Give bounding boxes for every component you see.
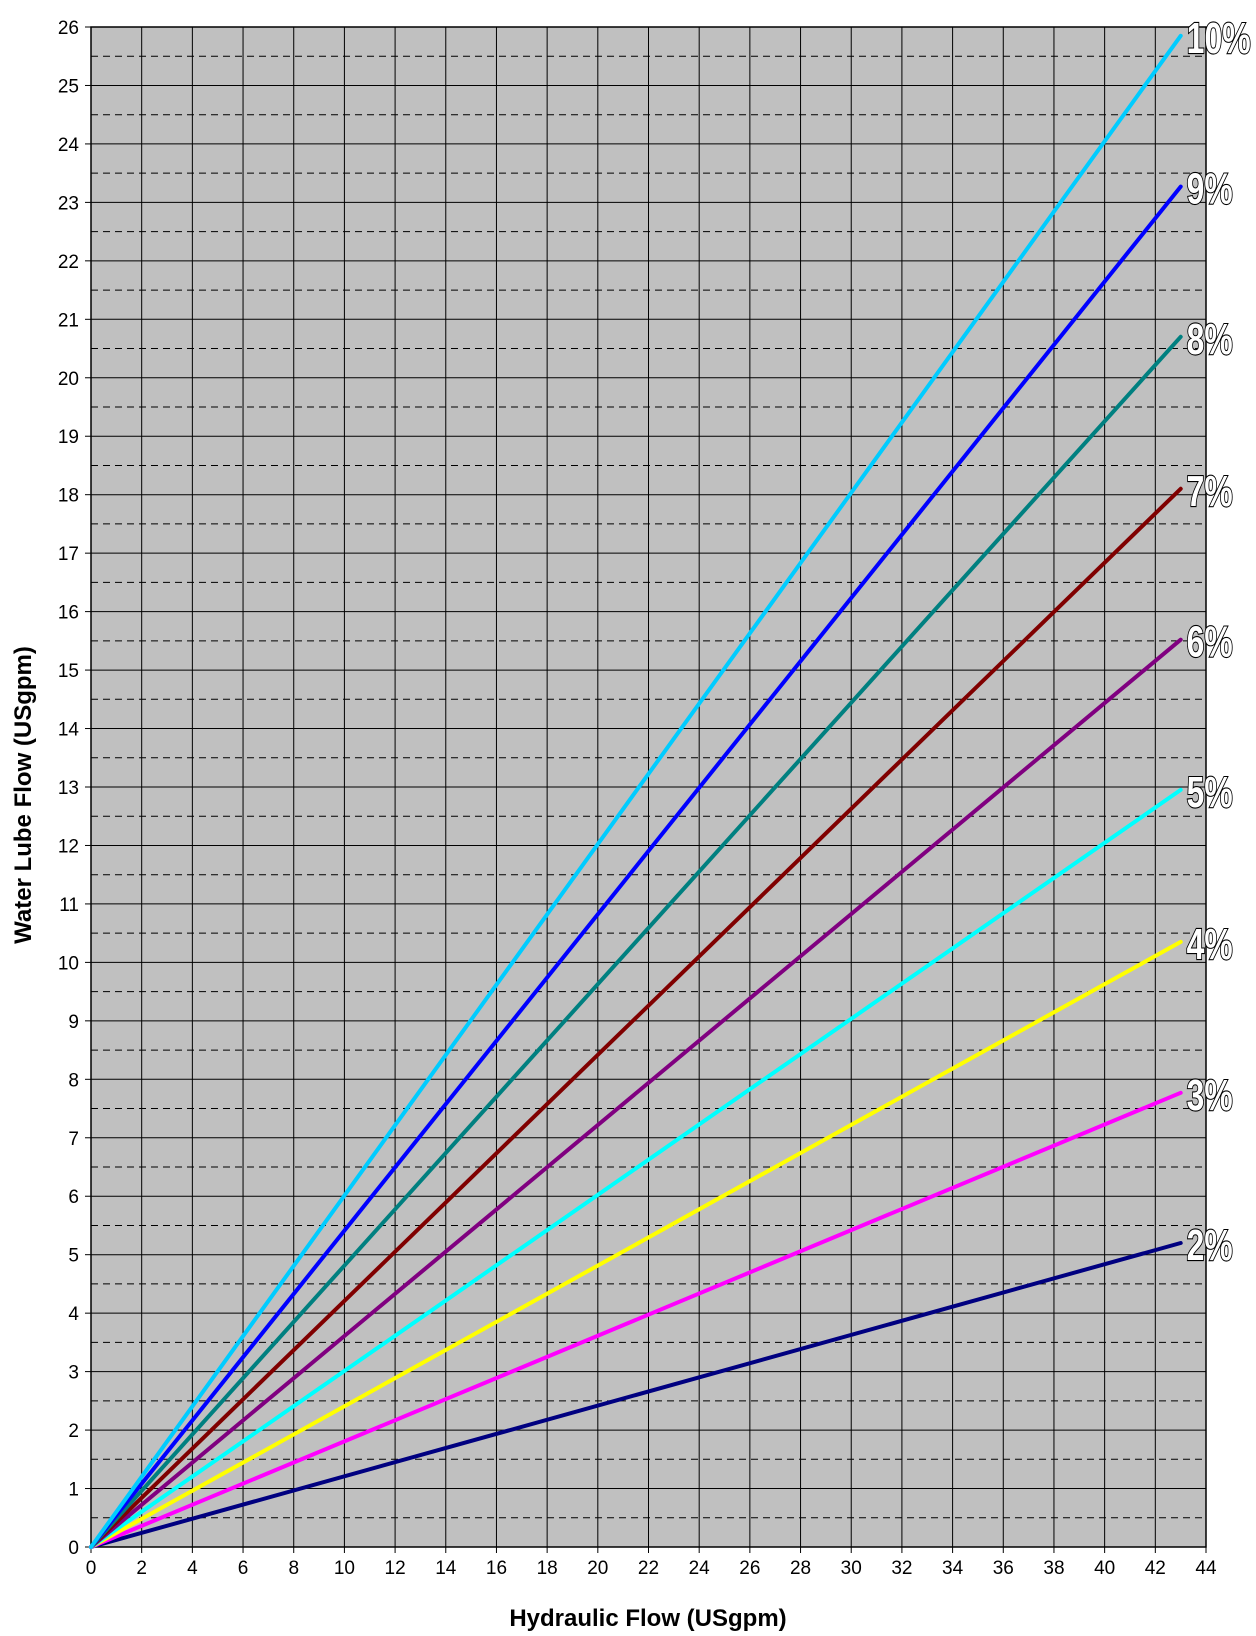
y-tick-label: 23	[58, 193, 79, 214]
x-tick-label: 2	[136, 1558, 147, 1579]
series-line	[89, 334, 1183, 1549]
y-tick-label: 13	[58, 778, 79, 799]
x-tick-label: 30	[841, 1558, 862, 1579]
series-lines	[89, 33, 1183, 1549]
grid	[90, 26, 1207, 1548]
series-label: 8%	[1187, 315, 1233, 364]
y-tick-label: 1	[68, 1480, 79, 1501]
y-tick-label: 21	[58, 310, 79, 331]
series-line	[89, 637, 1183, 1549]
series-label: 4%	[1187, 920, 1233, 969]
y-tick-label: 0	[68, 1538, 79, 1559]
x-tick-label: 10	[334, 1558, 355, 1579]
series-line	[89, 33, 1183, 1549]
y-tick-label: 12	[58, 836, 79, 857]
x-tick-label: 6	[238, 1558, 249, 1579]
x-tick-label: 4	[187, 1558, 198, 1579]
y-tick-label: 5	[68, 1246, 79, 1267]
y-tick-label: 18	[58, 486, 79, 507]
x-tick-label: 0	[86, 1558, 97, 1579]
y-axis-ticks: 0123456789101112131415161718192021222324…	[58, 18, 91, 1559]
y-tick-label: 16	[58, 603, 79, 624]
y-tick-label: 25	[58, 76, 79, 97]
x-axis-ticks: 0 2 4 6 8 10 12 14 16 18 20 22 24 26 28 30 32 34 36 38 40 42 4…	[86, 1547, 1217, 1579]
x-tick-label: 44	[1195, 1558, 1217, 1579]
x-tick-label: 22	[638, 1558, 659, 1579]
x-tick-label: 38	[1043, 1558, 1064, 1579]
series-label: 3%	[1187, 1071, 1233, 1120]
x-tick-label: 24	[689, 1558, 711, 1579]
y-tick-label: 4	[68, 1304, 79, 1325]
x-tick-label: 26	[739, 1558, 760, 1579]
y-tick-label: 20	[58, 369, 79, 390]
series-label: 9%	[1187, 165, 1233, 214]
y-tick-label: 9	[68, 1012, 79, 1033]
y-tick-label: 11	[59, 895, 79, 916]
y-tick-label: 8	[68, 1070, 79, 1091]
x-tick-label: 8	[288, 1558, 299, 1579]
y-tick-label: 24	[58, 135, 80, 156]
series-labels: 2% 3% 4% 5% 6% 7% 8% 9% 10%	[1186, 13, 1252, 1271]
y-tick-label: 22	[58, 252, 79, 273]
series-label: 7%	[1187, 467, 1233, 516]
y-tick-label: 6	[68, 1187, 79, 1208]
x-tick-label: 20	[587, 1558, 608, 1579]
y-tick-label: 26	[58, 18, 79, 39]
x-tick-label: 34	[942, 1558, 964, 1579]
x-tick-label: 14	[435, 1558, 457, 1579]
series-line	[89, 486, 1183, 1549]
series-label: 5%	[1187, 768, 1233, 817]
y-tick-label: 14	[58, 720, 80, 741]
x-tick-label: 32	[891, 1558, 912, 1579]
x-axis-title: Hydraulic Flow (USgpm)	[509, 1605, 786, 1632]
x-tick-label: 42	[1145, 1558, 1166, 1579]
y-tick-label: 2	[68, 1421, 79, 1442]
series-label: 6%	[1187, 618, 1233, 667]
y-tick-label: 15	[58, 661, 79, 682]
series-label: 10%	[1187, 14, 1251, 63]
y-tick-label: 17	[58, 544, 79, 565]
series-label: 2%	[1187, 1221, 1233, 1270]
y-tick-label: 10	[58, 953, 79, 974]
series-line	[89, 184, 1183, 1549]
x-tick-label: 18	[537, 1558, 558, 1579]
y-axis-title: Water Lube Flow (USgpm)	[10, 646, 37, 944]
x-tick-label: 28	[790, 1558, 811, 1579]
series-line	[89, 939, 1183, 1549]
y-tick-label: 19	[58, 427, 79, 448]
series-line	[89, 787, 1183, 1549]
y-tick-label: 7	[68, 1129, 79, 1150]
x-tick-label: 36	[993, 1558, 1014, 1579]
series-line	[89, 1241, 1183, 1549]
x-tick-label: 16	[486, 1558, 507, 1579]
x-tick-label: 12	[385, 1558, 406, 1579]
x-tick-label: 40	[1094, 1558, 1115, 1579]
y-tick-label: 3	[68, 1363, 79, 1384]
series-line	[89, 1090, 1183, 1549]
